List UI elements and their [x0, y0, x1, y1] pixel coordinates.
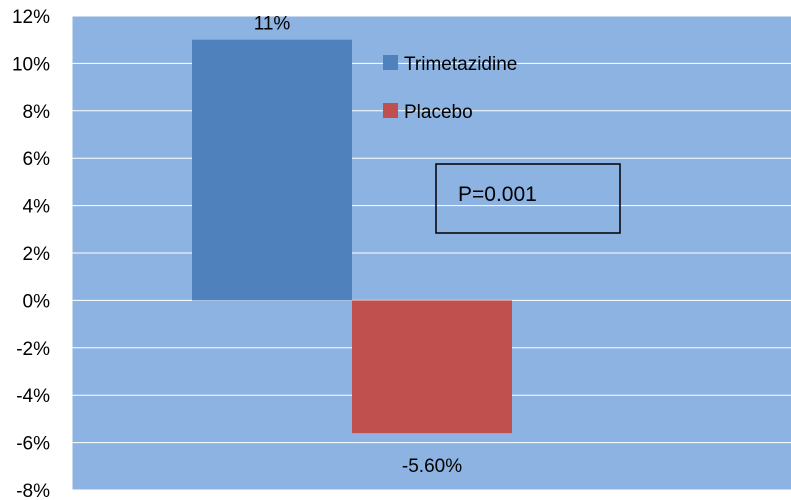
data-labels: 11% -5.60%	[254, 14, 463, 477]
bars	[192, 39, 512, 434]
gridlines	[72, 15, 791, 491]
y-tick-label: -8%	[16, 481, 50, 500]
y-tick-label: 0%	[23, 291, 51, 312]
bar-trimetazidine	[192, 39, 352, 301]
y-tick-label: -2%	[16, 339, 50, 360]
y-tick-label: -4%	[16, 386, 50, 407]
bar-placebo	[352, 300, 512, 434]
y-tick-label: 12%	[12, 7, 50, 28]
legend: Trimetazidine Placebo	[383, 54, 517, 123]
data-label-placebo: -5.60%	[402, 456, 462, 477]
data-label-trimetazidine: 11%	[254, 14, 291, 35]
p-value-annotation: P=0.001	[435, 163, 621, 234]
y-tick-label: 2%	[23, 244, 51, 265]
p-value-text: P=0.001	[458, 183, 537, 206]
legend-swatch-placebo	[383, 103, 398, 118]
y-tick-label: -6%	[16, 434, 50, 455]
y-tick-label: 10%	[12, 54, 50, 75]
legend-label-trimetazidine: Trimetazidine	[404, 54, 517, 75]
legend-swatch-trimetazidine	[383, 55, 398, 70]
y-tick-label: 6%	[23, 149, 51, 170]
y-axis-tick-labels: 12% 10% 8% 6% 4% 2% 0% -2% -4% -6% -8%	[12, 7, 50, 500]
p-value-box	[435, 163, 621, 234]
y-tick-label: 8%	[23, 102, 51, 123]
legend-label-placebo: Placebo	[404, 102, 473, 123]
y-tick-label: 4%	[23, 197, 51, 218]
